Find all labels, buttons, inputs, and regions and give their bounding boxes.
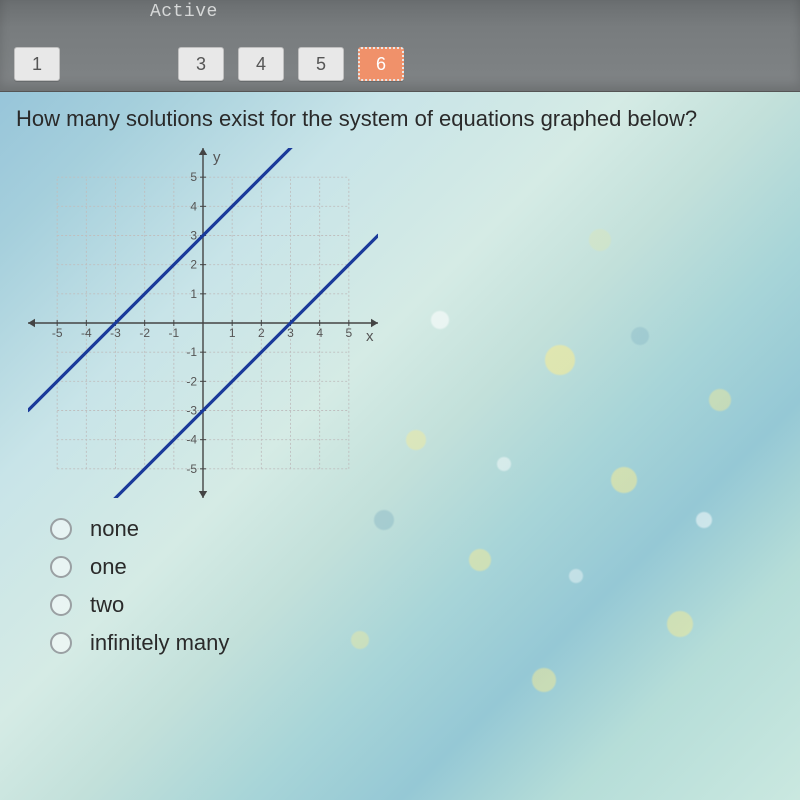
svg-text:-1: -1 (186, 345, 197, 359)
svg-text:-5: -5 (52, 326, 63, 340)
option-label: none (90, 516, 139, 542)
header-status-text: Active (150, 2, 218, 22)
option-label: infinitely many (90, 630, 229, 656)
question-text: How many solutions exist for the system … (16, 106, 784, 132)
answer-options: none one two infinitely many (50, 516, 784, 656)
svg-text:5: 5 (345, 326, 352, 340)
nav-question-4[interactable]: 4 (238, 47, 284, 81)
svg-text:5: 5 (190, 170, 197, 184)
graph-svg: -5-5-4-4-3-3-2-2-1-11122334455xy (28, 148, 378, 498)
radio-icon (50, 632, 72, 654)
option-inf[interactable]: infinitely many (50, 630, 784, 656)
nav-question-5[interactable]: 5 (298, 47, 344, 81)
svg-text:x: x (366, 328, 374, 345)
svg-text:4: 4 (316, 326, 323, 340)
svg-text:-2: -2 (139, 326, 150, 340)
nav-question-1[interactable]: 1 (14, 47, 60, 81)
option-none[interactable]: none (50, 516, 784, 542)
svg-text:1: 1 (190, 287, 197, 301)
question-nav: 1 3456 (0, 47, 404, 81)
svg-text:y: y (213, 149, 221, 166)
svg-text:-3: -3 (186, 404, 197, 418)
svg-text:2: 2 (258, 326, 265, 340)
svg-text:-1: -1 (168, 326, 179, 340)
svg-text:-5: -5 (186, 462, 197, 476)
question-content: How many solutions exist for the system … (0, 92, 800, 688)
nav-question-3[interactable]: 3 (178, 47, 224, 81)
coordinate-graph: -5-5-4-4-3-3-2-2-1-11122334455xy (28, 148, 378, 498)
radio-icon (50, 518, 72, 540)
svg-text:4: 4 (190, 199, 197, 213)
option-two[interactable]: two (50, 592, 784, 618)
option-label: two (90, 592, 124, 618)
quiz-header: Active 1 3456 (0, 0, 800, 92)
svg-text:1: 1 (229, 326, 236, 340)
radio-icon (50, 594, 72, 616)
svg-text:2: 2 (190, 258, 197, 272)
svg-text:-4: -4 (186, 433, 197, 447)
svg-text:-2: -2 (186, 374, 197, 388)
radio-icon (50, 556, 72, 578)
svg-text:-4: -4 (81, 326, 92, 340)
nav-question-6[interactable]: 6 (358, 47, 404, 81)
svg-text:3: 3 (287, 326, 294, 340)
option-one[interactable]: one (50, 554, 784, 580)
option-label: one (90, 554, 127, 580)
